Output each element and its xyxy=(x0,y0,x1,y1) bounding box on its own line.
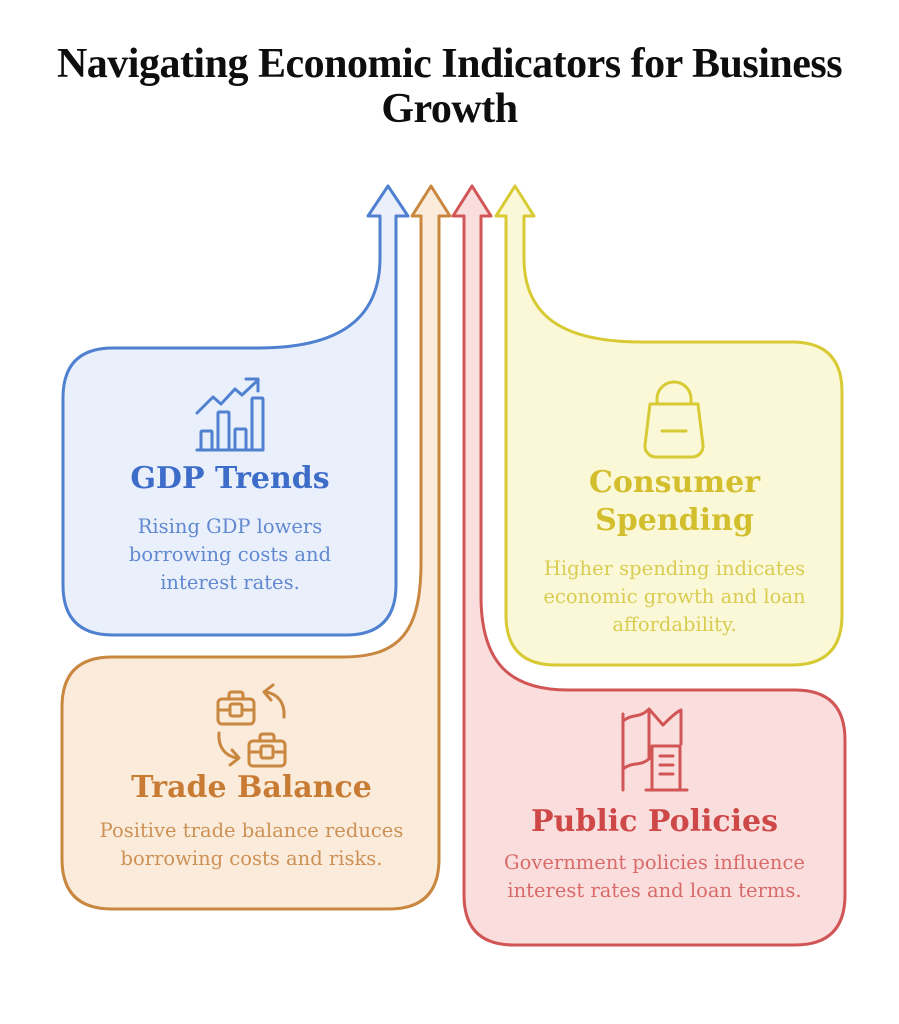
card-gdp-trends-title: GDP Trends xyxy=(130,461,330,496)
bar-chart-trend-icon xyxy=(195,377,265,452)
gdp-trends-flow-shape xyxy=(61,184,410,637)
consumer-spending-flow-shape xyxy=(494,184,844,667)
card-consumer-spending-title: Consumer Spending xyxy=(588,465,761,539)
briefcase-exchange-icon xyxy=(216,683,287,768)
card-trade-balance-title: Trade Balance xyxy=(131,770,372,805)
card-public-policies-title: Public Policies xyxy=(530,804,779,839)
shopping-bag-icon xyxy=(643,380,705,459)
public-policies-flow-shape xyxy=(451,184,847,947)
map-building-icon xyxy=(621,707,689,792)
card-public-policies-description: Government policies influence interest r… xyxy=(504,851,805,903)
card-gdp-trends-description: Rising GDP lowers borrowing costs and in… xyxy=(128,515,332,595)
page-title: Navigating Economic Indicators for Busin… xyxy=(56,41,843,132)
card-trade-balance-description: Positive trade balance reduces borrowing… xyxy=(99,819,404,871)
trade-balance-flow-shape xyxy=(60,184,452,911)
card-consumer-spending-description: Higher spending indicates economic growt… xyxy=(543,557,806,637)
